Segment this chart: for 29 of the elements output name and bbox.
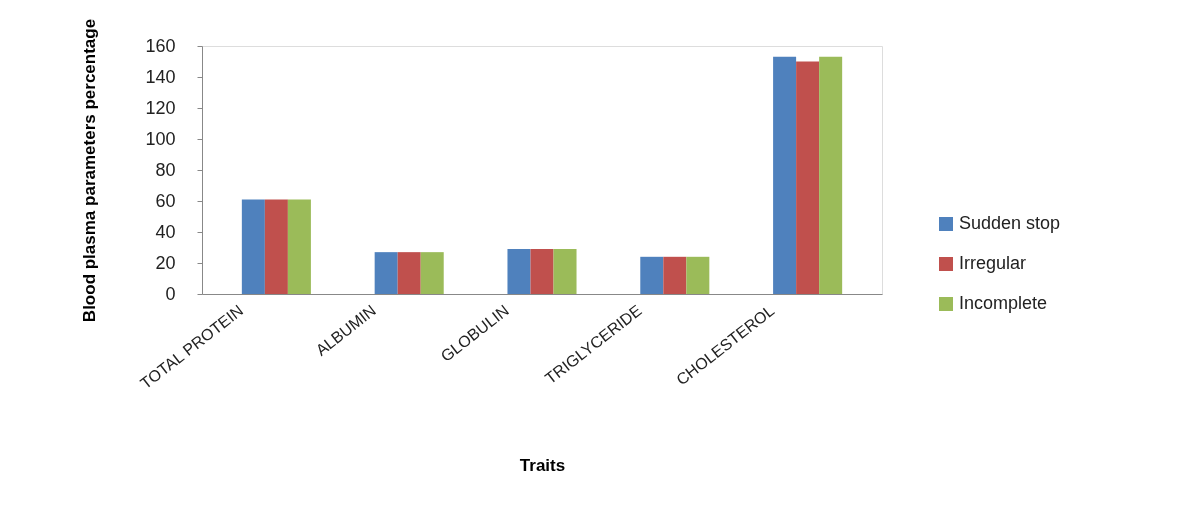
bar: [773, 56, 797, 294]
bar: [507, 249, 531, 294]
x-axis-title: Traits: [519, 456, 566, 476]
y-tick-label: 160: [145, 35, 176, 56]
y-tick-label: 40: [155, 221, 176, 242]
y-axis-title: Blood plasma parameters percentage: [80, 18, 100, 323]
legend-label: Sudden stop: [959, 213, 1061, 233]
bar: [686, 256, 710, 294]
bar: [374, 252, 398, 294]
legend-label: Irregular: [959, 253, 1027, 273]
y-tick-label: 100: [145, 128, 176, 149]
y-tick-label: 20: [155, 252, 176, 273]
bar: [796, 61, 820, 294]
y-tick-label: 60: [155, 190, 176, 211]
bar: [640, 256, 664, 294]
bar: [264, 199, 288, 294]
y-tick-label: 120: [145, 97, 176, 118]
y-tick-label: 80: [155, 159, 176, 180]
bar: [420, 252, 444, 294]
bar: [241, 199, 265, 294]
legend-label: Incomplete: [959, 293, 1048, 313]
bar: [397, 252, 421, 294]
bar: [819, 56, 843, 294]
bar: [530, 249, 554, 294]
bar: [663, 256, 687, 294]
bar: [553, 249, 577, 294]
y-tick-label: 0: [165, 283, 176, 304]
bar: [287, 199, 311, 294]
y-tick-label: 140: [145, 66, 176, 87]
